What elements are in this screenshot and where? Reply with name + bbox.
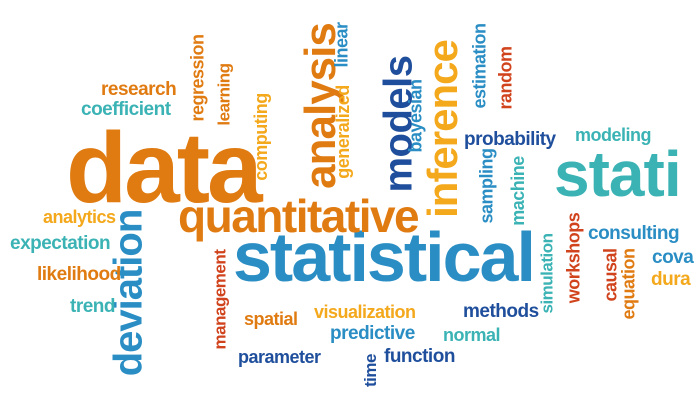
word-parameter: parameter <box>238 347 321 367</box>
word-generalized: generalized <box>332 85 353 179</box>
word-probability: probability <box>464 129 556 150</box>
word-bayesian: bayesian <box>405 79 426 153</box>
word-management: management <box>210 249 230 350</box>
word-methods: methods <box>463 301 539 322</box>
word-data: data <box>66 112 263 224</box>
word-coefficient: coefficient <box>81 99 171 120</box>
word-function: function <box>384 346 455 367</box>
word-consulting: consulting <box>588 223 680 244</box>
word-normal: normal <box>443 325 501 345</box>
word-expectation: expectation <box>10 233 111 254</box>
word-time: time <box>360 354 380 387</box>
word-inference: inference <box>418 40 466 218</box>
word-sampling: sampling <box>476 148 497 224</box>
word-quantitative: quantitative <box>178 190 420 242</box>
word-analytics: analytics <box>43 207 116 227</box>
word-dura: dura <box>651 269 691 290</box>
word-computing: computing <box>250 93 271 181</box>
word-cova: cova <box>652 247 694 268</box>
word-research: research <box>101 79 177 100</box>
word-random: random <box>495 46 516 110</box>
word-linear: linear <box>331 22 352 68</box>
word-estimation: estimation <box>469 23 490 109</box>
word-workshops: workshops <box>563 212 584 304</box>
word-stati: stati <box>554 138 682 210</box>
word-statistical: statistical <box>233 218 536 296</box>
word-spatial: spatial <box>244 309 298 329</box>
word-causal: causal <box>600 248 621 302</box>
word-simulation: simulation <box>537 233 557 314</box>
word-trend: trend <box>70 296 116 317</box>
word-regression: regression <box>187 34 208 122</box>
word-machine: machine <box>507 156 528 226</box>
word-deviation: deviation <box>106 209 151 377</box>
word-visualization: visualization <box>314 302 416 322</box>
word-likelihood: likelihood <box>37 264 121 285</box>
word-equation: equation <box>618 248 639 320</box>
word-modeling: modeling <box>575 125 652 145</box>
word-learning: learning <box>214 63 234 126</box>
word-predictive: predictive <box>330 323 415 344</box>
